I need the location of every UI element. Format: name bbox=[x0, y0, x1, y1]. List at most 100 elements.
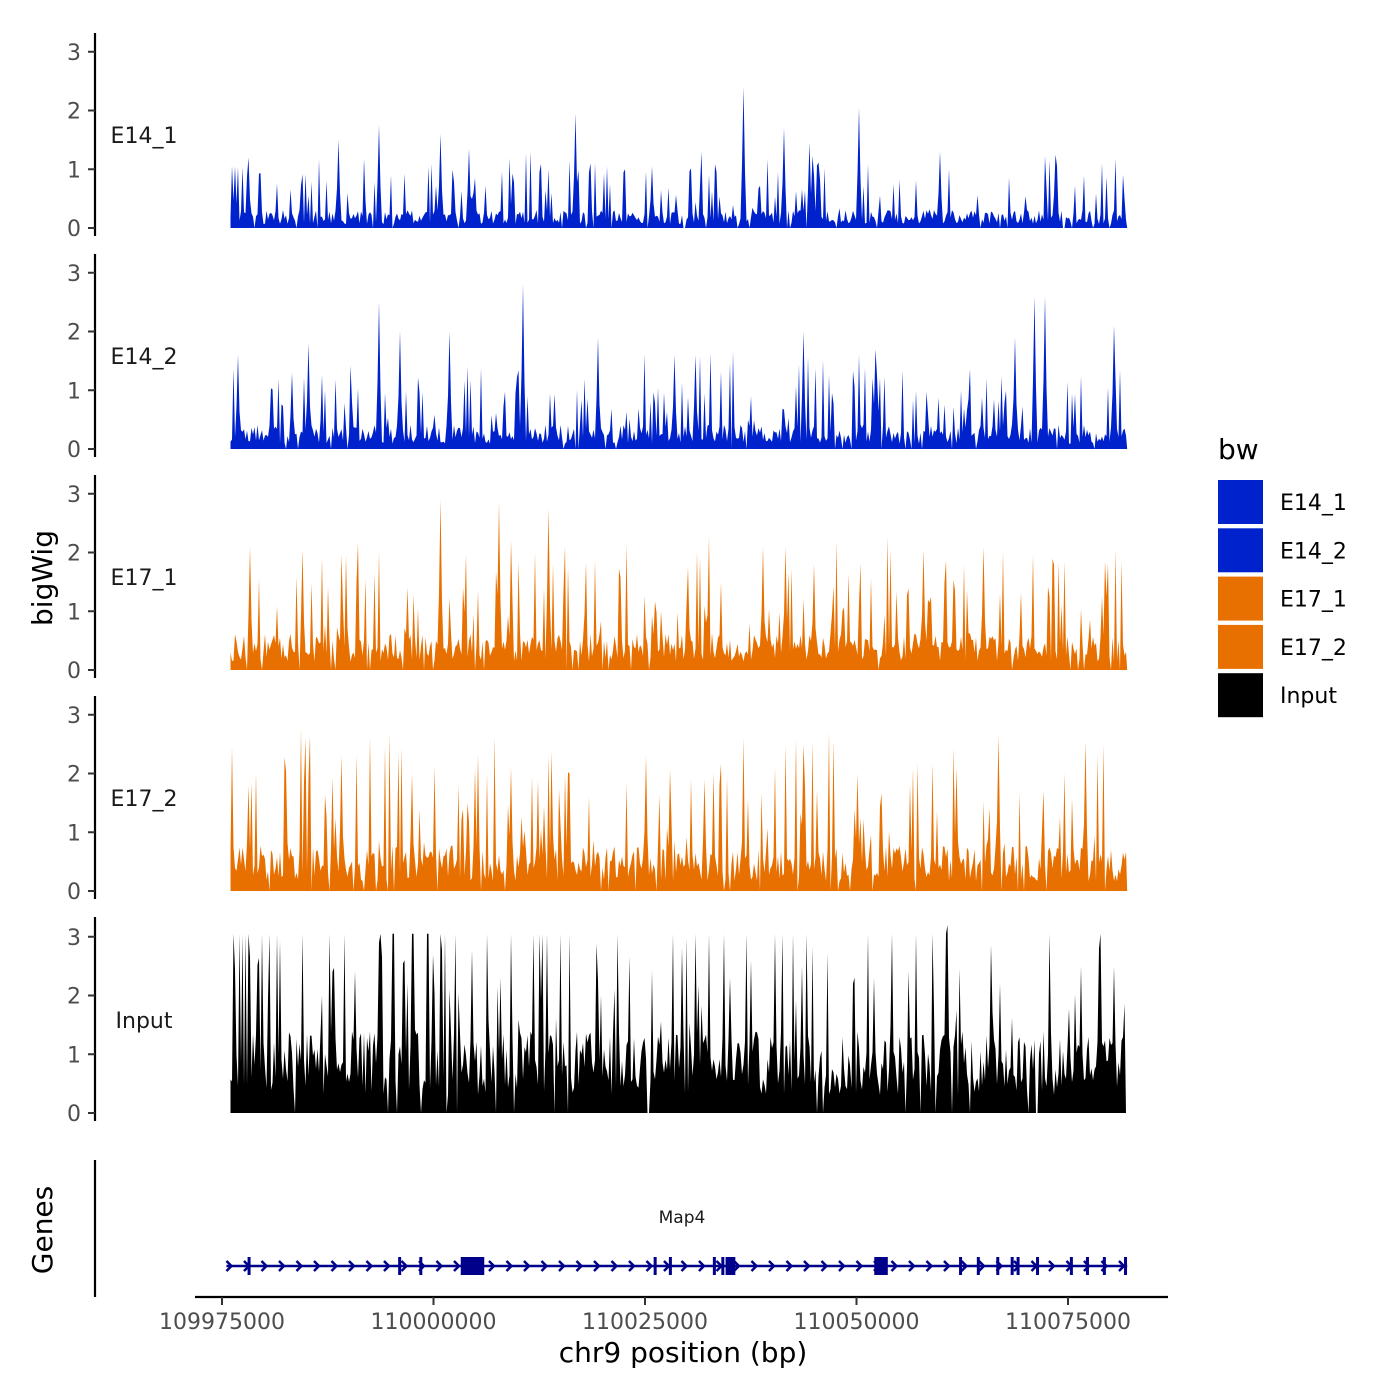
track-label: E17_2 bbox=[111, 787, 178, 812]
y-tick-label: 1 bbox=[67, 1043, 81, 1068]
coverage-area-E14_2 bbox=[230, 284, 1128, 449]
strand-arrow bbox=[453, 1260, 461, 1272]
strand-arrow bbox=[558, 1260, 566, 1272]
legend-label: E14_2 bbox=[1280, 539, 1347, 564]
y-tick-label: 3 bbox=[67, 926, 81, 951]
gene-exon bbox=[398, 1257, 402, 1275]
legend-swatch-Input bbox=[1218, 673, 1263, 718]
strand-arrow bbox=[225, 1260, 234, 1272]
strand-arrow bbox=[978, 1260, 986, 1272]
genes-layer: Map4 bbox=[93, 1160, 1128, 1297]
strand-arrow bbox=[750, 1260, 759, 1272]
x-tick-label: 110075000 bbox=[1005, 1310, 1131, 1335]
strand-arrow bbox=[838, 1260, 846, 1272]
strand-arrow bbox=[295, 1260, 304, 1272]
track-E14_1: 0 1 2 3 E14_1 bbox=[67, 33, 1128, 242]
strand-arrow bbox=[645, 1260, 654, 1272]
gene-exon bbox=[1016, 1257, 1020, 1275]
strand-arrow bbox=[960, 1260, 969, 1272]
strand-arrow bbox=[820, 1260, 829, 1272]
strand-arrow bbox=[908, 1260, 916, 1272]
strand-arrow bbox=[540, 1260, 549, 1272]
legend-swatch-E17_1 bbox=[1218, 576, 1263, 621]
gene-exon bbox=[1102, 1257, 1106, 1275]
gene-exon bbox=[1069, 1257, 1073, 1275]
strand-arrow bbox=[488, 1260, 496, 1272]
strand-arrow bbox=[1118, 1260, 1126, 1272]
gene-exon bbox=[1036, 1257, 1040, 1275]
strand-arrow bbox=[610, 1260, 619, 1272]
track-Input: 0 1 2 3 Input bbox=[67, 917, 1128, 1127]
legend: bw E14_1 E14_2 E17_1 E17_2 Input bbox=[1218, 433, 1347, 718]
strand-arrow bbox=[365, 1260, 374, 1272]
y-tick-label: 0 bbox=[67, 880, 81, 905]
genes-axis-title: Genes bbox=[26, 1186, 59, 1274]
x-tick-label: 110000000 bbox=[371, 1310, 497, 1335]
strand-arrow bbox=[505, 1260, 514, 1272]
y-tick-label: 3 bbox=[67, 704, 81, 729]
y-tick-label: 0 bbox=[67, 1102, 81, 1127]
coverage-area-E17_2 bbox=[230, 727, 1128, 891]
track-E17_1: 0 1 2 3 E17_1 bbox=[67, 475, 1128, 684]
track-label: Input bbox=[116, 1009, 173, 1034]
legend-swatch-E14_1 bbox=[1218, 480, 1263, 524]
y-tick-label: 2 bbox=[67, 985, 81, 1010]
legend-label: E17_1 bbox=[1280, 588, 1347, 613]
y-tick-label: 2 bbox=[67, 763, 81, 788]
y-tick-label: 0 bbox=[67, 438, 81, 463]
track-label: E14_1 bbox=[111, 124, 178, 149]
track-E14_2: 0 1 2 3 E14_2 bbox=[67, 254, 1128, 463]
strand-arrow bbox=[890, 1260, 899, 1272]
legend-swatch-E14_2 bbox=[1218, 528, 1263, 573]
x-tick-label: 110050000 bbox=[794, 1310, 920, 1335]
track-label: E17_1 bbox=[111, 566, 178, 591]
gene-coding-exon bbox=[461, 1257, 485, 1275]
y-tick-label: 0 bbox=[67, 659, 81, 684]
legend-label: Input bbox=[1280, 684, 1337, 709]
gene-coding-exon bbox=[874, 1257, 888, 1275]
y-tick-label: 2 bbox=[67, 542, 81, 567]
strand-arrow bbox=[785, 1260, 794, 1272]
strand-arrow bbox=[698, 1260, 706, 1272]
strand-arrow bbox=[768, 1260, 776, 1272]
y-tick-label: 3 bbox=[67, 262, 81, 287]
strand-arrow bbox=[943, 1260, 951, 1272]
gene-name-label: Map4 bbox=[659, 1208, 706, 1228]
strand-arrow bbox=[628, 1260, 636, 1272]
coverage-area-E14_1 bbox=[230, 87, 1128, 228]
strand-arrow bbox=[1083, 1260, 1091, 1272]
strand-arrow bbox=[803, 1260, 811, 1272]
strand-arrow bbox=[680, 1260, 689, 1272]
coverage-area-Input bbox=[230, 925, 1128, 1113]
legend-title: bw bbox=[1218, 433, 1259, 466]
y-tick-label: 3 bbox=[67, 41, 81, 66]
gene-exon bbox=[1010, 1257, 1014, 1275]
legend-label: E14_1 bbox=[1280, 491, 1347, 516]
gene-exon bbox=[247, 1257, 251, 1275]
gene-exon bbox=[712, 1257, 716, 1275]
strand-arrow bbox=[330, 1260, 339, 1272]
y-tick-label: 1 bbox=[67, 158, 81, 183]
y-axis-title: bigWig bbox=[26, 530, 59, 626]
strand-arrow bbox=[400, 1260, 409, 1272]
tracks-layer: 0 1 2 3 E14_1 0 1 2 3 E14_2 0 1 2 3 E17_1 0 1 2 3 E17_2 0 1 2 3… bbox=[67, 33, 1128, 1127]
y-tick-label: 2 bbox=[67, 100, 81, 125]
y-tick-label: 1 bbox=[67, 379, 81, 404]
gene-exon bbox=[668, 1257, 672, 1275]
track-label: E14_2 bbox=[111, 345, 178, 370]
track-E17_2: 0 1 2 3 E17_2 bbox=[67, 696, 1128, 905]
gene-exon bbox=[976, 1257, 980, 1275]
strand-arrow bbox=[575, 1260, 584, 1272]
strand-arrow bbox=[278, 1260, 286, 1272]
y-tick-label: 3 bbox=[67, 483, 81, 508]
gene-exon bbox=[653, 1257, 657, 1275]
strand-arrow bbox=[733, 1260, 741, 1272]
x-axis: 109975000 110000000 110025000 110050000 1100… bbox=[159, 1295, 1168, 1335]
gene-exon bbox=[721, 1257, 725, 1275]
legend-label: E17_2 bbox=[1280, 636, 1347, 661]
y-tick-label: 1 bbox=[67, 821, 81, 846]
strand-arrow bbox=[348, 1260, 356, 1272]
strand-arrow bbox=[313, 1260, 321, 1272]
gene-exon bbox=[959, 1257, 963, 1275]
